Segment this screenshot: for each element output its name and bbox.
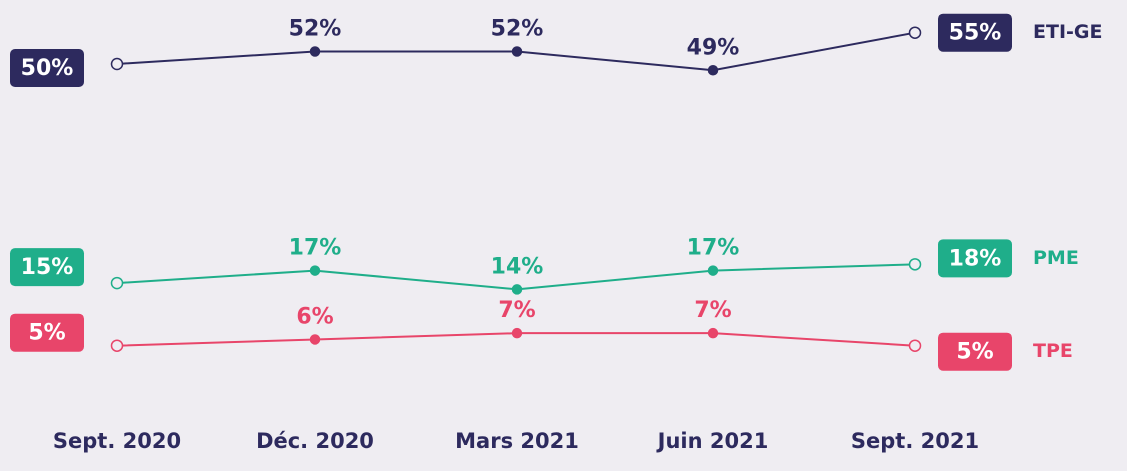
x-tick-label: Sept. 2021 — [851, 429, 979, 453]
point — [511, 327, 523, 339]
value-label-box — [10, 49, 84, 87]
point — [511, 284, 523, 295]
legend-label: ETI-GE — [1033, 21, 1102, 43]
point — [309, 265, 321, 276]
value-label-box — [10, 313, 84, 352]
point — [309, 46, 321, 57]
value-label: 50% — [21, 56, 74, 81]
point — [908, 258, 922, 271]
point — [110, 276, 124, 290]
value-label-box — [938, 332, 1012, 371]
x-tick-label: Juin 2021 — [656, 429, 769, 453]
value-label: 14% — [491, 254, 544, 279]
point — [707, 265, 719, 276]
value-label: 17% — [687, 236, 740, 261]
value-label: 15% — [21, 255, 74, 280]
legend-label: TPE — [1033, 340, 1073, 362]
x-tick-label: Mars 2021 — [455, 429, 579, 453]
point — [511, 46, 523, 57]
value-label-box — [938, 239, 1012, 278]
value-label: 18% — [949, 246, 1002, 271]
value-label: 52% — [289, 16, 342, 41]
value-label: 6% — [296, 304, 333, 329]
value-label: 55% — [949, 21, 1002, 46]
value-label: 7% — [498, 298, 535, 323]
value-label: 17% — [289, 236, 342, 261]
point — [908, 339, 922, 352]
point — [309, 334, 321, 345]
x-tick-label: Sept. 2020 — [53, 429, 181, 453]
legend-label: PME — [1033, 247, 1079, 269]
value-label: 52% — [491, 16, 544, 41]
point — [707, 327, 719, 339]
value-label: 5% — [956, 340, 993, 365]
point — [908, 26, 922, 39]
point — [110, 339, 124, 352]
value-label: 49% — [687, 35, 740, 60]
value-label-box — [10, 248, 84, 287]
x-tick-label: Déc. 2020 — [256, 429, 374, 453]
point — [707, 65, 719, 76]
point — [110, 57, 124, 71]
value-label: 5% — [28, 321, 65, 346]
value-label-box — [938, 13, 1012, 52]
value-label: 7% — [694, 298, 731, 323]
